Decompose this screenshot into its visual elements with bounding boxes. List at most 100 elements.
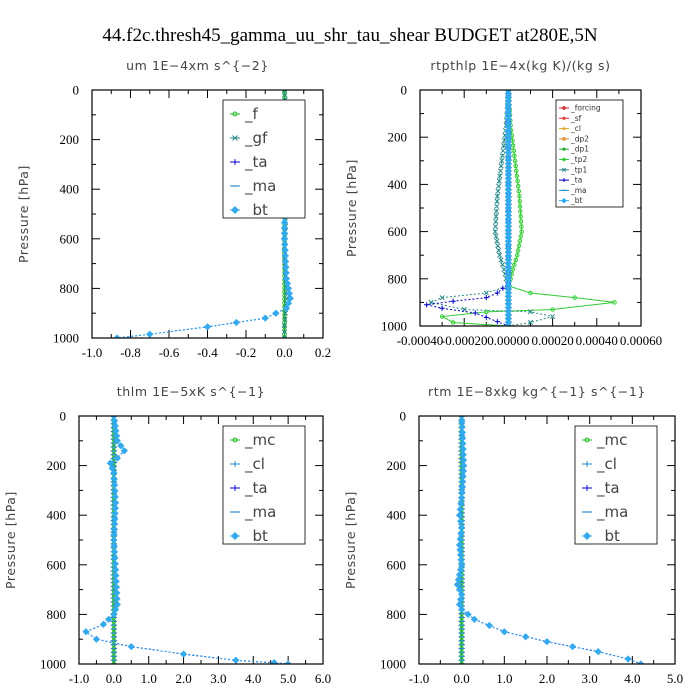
data-point bbox=[527, 309, 534, 315]
data-point bbox=[594, 647, 602, 656]
series-line bbox=[426, 90, 509, 326]
data-point bbox=[515, 248, 521, 253]
data-point bbox=[494, 319, 500, 325]
data-point bbox=[272, 309, 280, 317]
data-point bbox=[281, 323, 288, 329]
x-tick-label: 4.0 bbox=[624, 671, 640, 686]
data-point bbox=[439, 295, 445, 301]
plot-area bbox=[82, 416, 292, 664]
legend-item: _ma bbox=[230, 177, 276, 196]
data-point bbox=[113, 334, 121, 338]
x-tick-label: -1.0 bbox=[409, 671, 430, 686]
legend-label: _bt bbox=[570, 196, 583, 205]
data-point bbox=[510, 267, 516, 272]
data-point bbox=[496, 183, 502, 189]
legend: _forcing_sf_cl_dp2 _dp1_tp2_tp1 _ta_ma_bt bbox=[555, 99, 624, 208]
data-point bbox=[179, 650, 188, 658]
series-line bbox=[429, 90, 553, 326]
legend-marker bbox=[582, 531, 592, 541]
legend-label: _cl bbox=[570, 124, 581, 133]
data-point bbox=[518, 234, 524, 239]
legend-label: _sf bbox=[570, 114, 582, 123]
y-tick-label: 0 bbox=[60, 409, 67, 424]
data-point bbox=[513, 163, 518, 169]
data-point bbox=[513, 257, 519, 263]
legend-label: _ta bbox=[596, 479, 620, 498]
legend-marker bbox=[232, 437, 238, 443]
data-point bbox=[519, 229, 524, 234]
data-point bbox=[528, 290, 533, 296]
data-point bbox=[113, 437, 121, 445]
x-tick-label: 0.0 bbox=[106, 671, 122, 686]
data-point bbox=[518, 209, 523, 214]
y-tick-label: 1000 bbox=[381, 319, 407, 334]
legend-item: _bt bbox=[230, 527, 268, 546]
data-point bbox=[450, 320, 456, 325]
data-point bbox=[517, 204, 523, 209]
data-point bbox=[495, 243, 501, 249]
x-tick-label: 0.0 bbox=[276, 345, 292, 360]
data-point bbox=[285, 289, 293, 297]
data-point bbox=[483, 295, 489, 301]
legend-item: _ta bbox=[582, 479, 620, 498]
data-point bbox=[464, 610, 472, 619]
series-bt bbox=[504, 90, 513, 326]
data-point bbox=[500, 148, 506, 154]
data-point bbox=[493, 213, 499, 220]
data-point bbox=[527, 319, 534, 326]
y-tick-label: 1000 bbox=[53, 331, 79, 346]
data-point bbox=[110, 536, 118, 544]
x-tick-label: -0.6 bbox=[159, 345, 180, 360]
data-point bbox=[515, 178, 520, 184]
y-tick-label: 400 bbox=[60, 182, 80, 197]
legend-label: _mc bbox=[244, 431, 275, 450]
x-tick-label: 0.0 bbox=[454, 671, 470, 686]
legend-item: _forcing bbox=[559, 104, 601, 113]
legend-marker bbox=[232, 159, 238, 165]
x-tick-label: 2.0 bbox=[175, 671, 191, 686]
y-tick-label: 200 bbox=[47, 458, 67, 473]
x-tick-label: 1.0 bbox=[141, 671, 157, 686]
legend-marker bbox=[232, 135, 238, 141]
y-tick-label: 400 bbox=[387, 508, 407, 523]
x-tick-label: 1.0 bbox=[496, 671, 512, 686]
legend-item: _cl bbox=[559, 124, 581, 133]
legend-box bbox=[222, 425, 306, 545]
data-point bbox=[514, 252, 520, 258]
data-point bbox=[493, 208, 499, 214]
data-point bbox=[517, 193, 522, 199]
y-axis-label: Pressure [hPa] bbox=[344, 159, 359, 257]
legend-label: _mc bbox=[596, 431, 627, 450]
data-point bbox=[494, 290, 500, 296]
legend-label: _dp1 bbox=[570, 145, 589, 154]
legend-item: _ma bbox=[559, 186, 587, 195]
data-point bbox=[281, 335, 288, 338]
data-point bbox=[450, 298, 456, 304]
x-tick-label: -1.0 bbox=[69, 671, 90, 686]
x-tick-label: 6.0 bbox=[315, 671, 331, 686]
data-point bbox=[519, 224, 524, 229]
y-axis-label: Pressure [hPa] bbox=[16, 165, 31, 263]
legend-label: _ma bbox=[244, 503, 276, 522]
axes-frame bbox=[419, 89, 642, 327]
y-tick-label: 600 bbox=[60, 231, 80, 246]
legend-marker bbox=[562, 137, 566, 141]
data-point bbox=[516, 188, 522, 194]
panel-title: rtpthlp 1E−4x(kg K)/(kg s) bbox=[430, 58, 610, 73]
data-point bbox=[284, 660, 292, 664]
x-tick-label: 0.00020 bbox=[531, 333, 573, 348]
legend-marker bbox=[232, 461, 238, 467]
legend-marker bbox=[561, 115, 567, 121]
data-point bbox=[483, 314, 489, 320]
data-point bbox=[543, 638, 551, 646]
legend-item: _ma bbox=[230, 503, 276, 522]
x-tick-label: 0.00000 bbox=[487, 333, 529, 348]
data-point bbox=[516, 243, 522, 249]
data-point bbox=[511, 148, 517, 153]
data-point bbox=[458, 605, 466, 614]
chart-panel-4: rtm 1E−8xkg kg^{−1} s^{−1} Pressure [hPa]… bbox=[343, 384, 683, 686]
legend-label: _cl bbox=[596, 455, 617, 474]
panel-title: um 1E−4xm s^{−2} bbox=[126, 58, 269, 73]
data-point bbox=[504, 322, 513, 326]
legend-marker bbox=[584, 437, 590, 443]
